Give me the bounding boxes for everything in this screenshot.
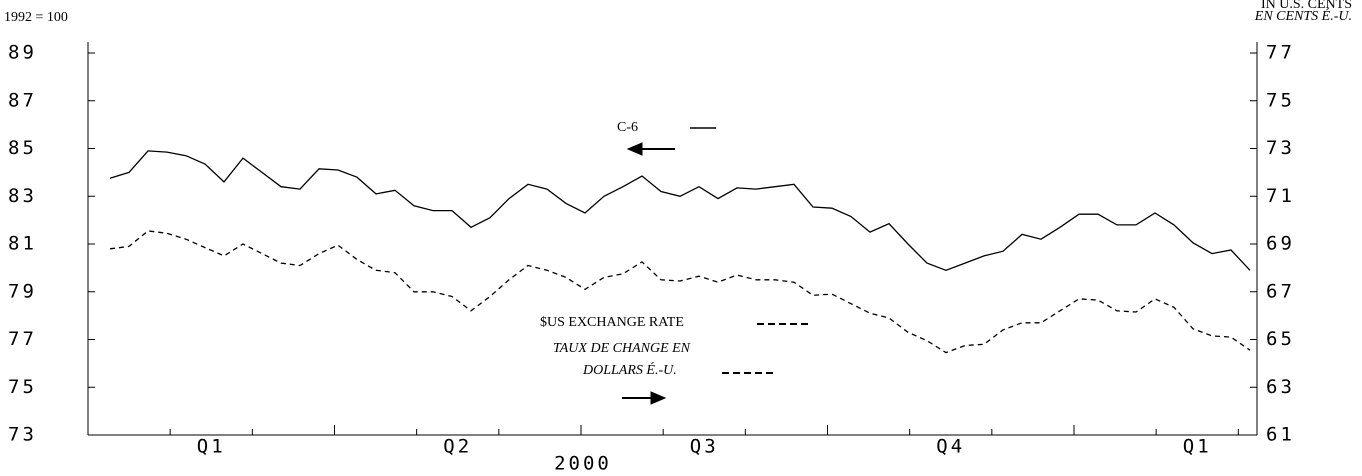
series-line bbox=[109, 230, 1251, 354]
annotation: DOLLARS É.-U. bbox=[582, 361, 677, 378]
y2-tick-label: 63 bbox=[1266, 376, 1295, 398]
arrow-head bbox=[626, 142, 643, 156]
y-tick-label: 77 bbox=[8, 328, 37, 350]
right-note: EN CENTS É.-U. bbox=[1254, 7, 1352, 24]
x-tick-label: Q2 bbox=[443, 436, 472, 458]
annotation: TAUX DE CHANGE EN bbox=[553, 341, 691, 356]
y-tick-label: 89 bbox=[8, 42, 37, 64]
y-tick-label: 81 bbox=[8, 233, 37, 255]
y2-tick-label: 65 bbox=[1266, 328, 1295, 350]
y2-tick-label: 69 bbox=[1266, 233, 1295, 255]
y2-tick-label: 73 bbox=[1266, 137, 1295, 159]
legend-label: C-6 bbox=[617, 120, 638, 135]
y-tick-label: 83 bbox=[8, 185, 37, 207]
y2-tick-label: 75 bbox=[1266, 89, 1295, 111]
y-tick-label: 85 bbox=[8, 137, 37, 159]
right-note: IN U.S. CENTS bbox=[1261, 0, 1352, 12]
x-tick-label: Q1 bbox=[1183, 436, 1212, 458]
x-tick-label: Q1 bbox=[197, 436, 226, 458]
y2-tick-label: 77 bbox=[1266, 42, 1295, 64]
y2-tick-label: 67 bbox=[1266, 280, 1295, 302]
x-tick-label: Q4 bbox=[936, 436, 965, 458]
y-tick-label: 79 bbox=[8, 280, 37, 302]
series-line bbox=[109, 150, 1251, 271]
arrow-head bbox=[650, 391, 667, 405]
legend-label: $US EXCHANGE RATE bbox=[540, 315, 684, 330]
y2-tick-label: 61 bbox=[1266, 424, 1295, 446]
x-axis-label: 2000 bbox=[554, 453, 612, 475]
y-tick-label: 75 bbox=[8, 376, 37, 398]
y-tick-label: 73 bbox=[8, 424, 37, 446]
y-tick-label: 87 bbox=[8, 89, 37, 111]
x-tick-label: Q3 bbox=[690, 436, 719, 458]
left-note: 1992 = 100 bbox=[4, 10, 68, 25]
y2-tick-label: 71 bbox=[1266, 185, 1295, 207]
